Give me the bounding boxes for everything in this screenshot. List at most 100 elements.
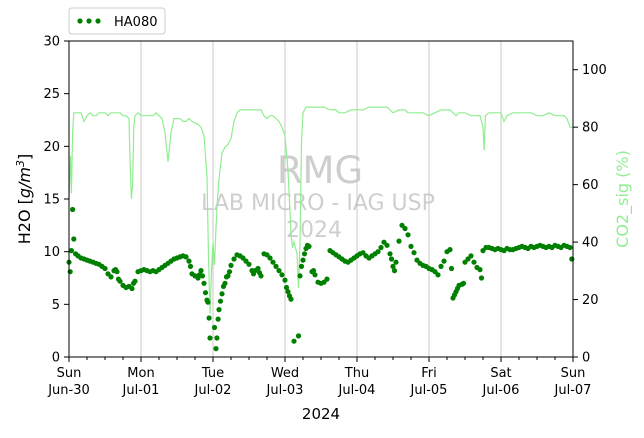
h2o-point [567, 244, 573, 251]
h2o-point [396, 238, 402, 244]
x-tick-label-date: Jul-07 [554, 383, 592, 398]
h2o-point [301, 251, 308, 257]
y-axis-right-label: CO2_sig (%) [613, 150, 633, 248]
y-left-label-unit-m: /m [15, 167, 34, 190]
h2o-point [375, 249, 381, 255]
h2o-point [202, 290, 209, 296]
y-left-tick-label: 5 [52, 298, 60, 313]
h2o-point [102, 265, 108, 272]
h2o-point [267, 255, 273, 261]
h2o-point [324, 276, 330, 282]
h2o-point [279, 272, 285, 278]
h2o-point [276, 268, 282, 274]
h2o-point [114, 269, 120, 275]
h2o-point [217, 298, 224, 304]
x-tick-label-day: Fri [421, 366, 437, 381]
h2o-point [206, 315, 212, 321]
h2o-point [199, 273, 206, 279]
h2o-point [215, 316, 221, 322]
legend-marker-dot [95, 18, 101, 24]
x-axis-label: 2024 [302, 405, 340, 423]
y-left-tick-label: 0 [52, 351, 60, 366]
y-left-label-main: H2O [ [15, 198, 34, 244]
y-left-tick-label: 20 [43, 140, 60, 155]
y-axis-right: 0 20 40 60 80 100 [573, 63, 607, 366]
h2o-point [408, 243, 414, 249]
h2o-point [468, 253, 474, 259]
h2o-point [378, 244, 384, 251]
y-left-label-unit-g: g [15, 188, 34, 198]
x-tick-label-day: Tue [201, 366, 224, 381]
watermark-line3: 2024 [286, 218, 342, 243]
h2o-point [68, 248, 74, 254]
h2o-point [435, 272, 441, 278]
co2-line [68, 106, 573, 314]
h2o-point [478, 275, 485, 281]
h2o-point [300, 257, 306, 263]
h2o-point [460, 280, 467, 286]
x-tick-label-date: Jun-30 [47, 383, 90, 398]
h2o-point [219, 291, 225, 297]
h2o-point [132, 278, 138, 284]
x-tick-label-day: Wed [271, 366, 299, 381]
h2o-point [108, 274, 114, 280]
h2o-point [129, 285, 135, 292]
h2o-point [67, 269, 73, 275]
x-tick-label-date: Jul-05 [410, 383, 448, 398]
x-tick-label-day: Sun [561, 366, 586, 381]
h2o-point [273, 263, 279, 269]
h2o-point [70, 206, 76, 213]
h2o-point [388, 256, 395, 262]
legend-box [68, 7, 166, 35]
legend-label-ha080: HA080 [114, 15, 157, 30]
h2o-point [391, 268, 398, 274]
h2o-point [186, 258, 192, 264]
h2o-point [270, 259, 276, 265]
h2o-point [187, 263, 194, 269]
h2o-point [310, 268, 317, 274]
y-left-label-exp: 3 [14, 160, 27, 167]
h2o-point [282, 277, 288, 283]
h2o-point [438, 263, 444, 269]
h2o-point [255, 265, 261, 272]
h2o-point [201, 280, 207, 286]
h2o-point [183, 254, 189, 260]
h2o-point [312, 272, 318, 278]
h2o-point [569, 256, 575, 262]
h2o-point [295, 333, 302, 339]
h2o-point [226, 269, 233, 275]
watermark-line2: LAB MICRO - IAG USP [201, 191, 435, 216]
h2o-point [298, 263, 305, 269]
h2o-point [448, 265, 455, 272]
h2o-point [231, 256, 237, 262]
h2o-point [447, 247, 453, 253]
h2o-point [207, 335, 213, 341]
h2o-point [390, 263, 396, 269]
legend-marker-dot [77, 18, 83, 24]
co2-series [68, 106, 573, 314]
y-right-tick-label: 80 [582, 121, 599, 136]
h2o-point [306, 243, 312, 249]
h2o-point [228, 262, 234, 268]
h2o-point [213, 346, 219, 352]
y-left-tick-label: 25 [43, 87, 60, 102]
h2o-point [288, 296, 294, 302]
y-left-tick-label: 10 [43, 245, 60, 260]
h2o-point [216, 307, 222, 313]
h2o-point [283, 284, 290, 291]
legend-marker-dot [86, 18, 92, 24]
gridlines [140, 41, 502, 357]
y-right-tick-label: 20 [582, 293, 599, 308]
watermark-line1: RMG [277, 149, 363, 192]
h2o-point [71, 236, 77, 242]
x-tick-label-day: Sat [490, 366, 511, 381]
h2o-point [477, 267, 483, 273]
y-right-tick-label: 0 [582, 351, 590, 366]
h2o-point [246, 261, 252, 267]
h2o-point [471, 259, 477, 265]
y-right-tick-label: 60 [582, 178, 599, 193]
h2o-point [198, 268, 204, 274]
y-right-tick-label: 40 [582, 236, 599, 251]
